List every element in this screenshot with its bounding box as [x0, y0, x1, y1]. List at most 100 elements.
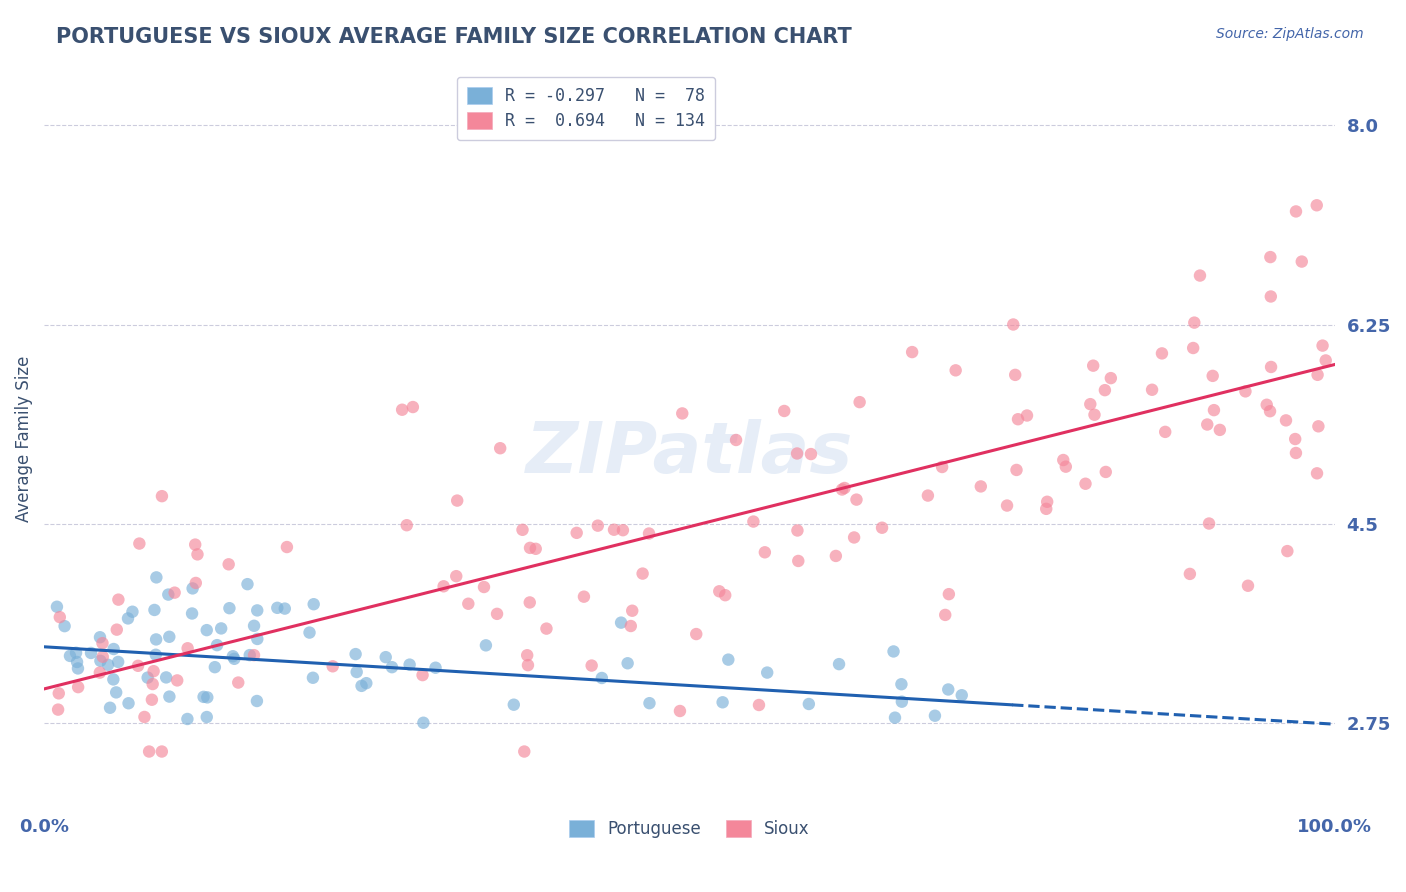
Point	[717, 652, 740, 666]
Point	[157, 690, 180, 704]
Point	[970, 479, 993, 493]
Point	[572, 590, 595, 604]
Point	[89, 665, 111, 680]
Point	[1308, 419, 1330, 434]
Point	[748, 698, 770, 712]
Text: PORTUGUESE VS SIOUX AVERAGE FAMILY SIZE CORRELATION CHART: PORTUGUESE VS SIOUX AVERAGE FAMILY SIZE …	[56, 27, 852, 46]
Point	[945, 363, 967, 377]
Point	[671, 406, 693, 420]
Point	[603, 523, 626, 537]
Point	[711, 695, 734, 709]
Point	[89, 630, 111, 644]
Point	[1291, 254, 1313, 268]
Point	[322, 659, 344, 673]
Point	[457, 597, 479, 611]
Point	[536, 622, 558, 636]
Point	[344, 647, 367, 661]
Point	[138, 745, 160, 759]
Point	[66, 655, 89, 669]
Point	[884, 711, 907, 725]
Point	[1140, 383, 1163, 397]
Point	[181, 582, 204, 596]
Point	[565, 525, 588, 540]
Point	[98, 700, 121, 714]
Point	[195, 710, 218, 724]
Point	[924, 708, 946, 723]
Point	[184, 576, 207, 591]
Point	[103, 642, 125, 657]
Point	[209, 622, 232, 636]
Point	[1284, 432, 1306, 446]
Point	[1004, 368, 1026, 382]
Point	[218, 558, 240, 572]
Point	[1237, 579, 1260, 593]
Point	[1083, 408, 1105, 422]
Point	[53, 619, 76, 633]
Point	[1083, 359, 1105, 373]
Point	[995, 499, 1018, 513]
Point	[107, 592, 129, 607]
Point	[1052, 453, 1074, 467]
Point	[610, 615, 633, 630]
Point	[298, 625, 321, 640]
Point	[136, 671, 159, 685]
Point	[66, 661, 89, 675]
Point	[155, 670, 177, 684]
Point	[950, 688, 973, 702]
Point	[127, 658, 149, 673]
Point	[591, 671, 613, 685]
Point	[1094, 465, 1116, 479]
Point	[1054, 459, 1077, 474]
Point	[302, 597, 325, 611]
Point	[1197, 417, 1219, 432]
Point	[166, 673, 188, 688]
Point	[524, 541, 547, 556]
Point	[1306, 368, 1329, 382]
Point	[685, 627, 707, 641]
Point	[193, 690, 215, 704]
Point	[128, 536, 150, 550]
Point	[773, 404, 796, 418]
Point	[163, 585, 186, 599]
Point	[1275, 413, 1298, 427]
Point	[157, 588, 180, 602]
Point	[1178, 566, 1201, 581]
Point	[831, 483, 853, 497]
Point	[931, 460, 953, 475]
Point	[276, 540, 298, 554]
Point	[502, 698, 524, 712]
Point	[1035, 501, 1057, 516]
Point	[870, 521, 893, 535]
Point	[742, 515, 765, 529]
Point	[1285, 446, 1308, 460]
Point	[224, 652, 246, 666]
Point	[142, 664, 165, 678]
Point	[145, 648, 167, 662]
Point	[842, 531, 865, 545]
Point	[513, 745, 536, 759]
Point	[1182, 341, 1205, 355]
Point	[475, 638, 498, 652]
Point	[1306, 198, 1329, 212]
Point	[398, 657, 420, 672]
Point	[143, 603, 166, 617]
Point	[246, 603, 269, 617]
Point	[117, 611, 139, 625]
Point	[1002, 318, 1025, 332]
Text: Source: ZipAtlas.com: Source: ZipAtlas.com	[1216, 27, 1364, 41]
Point	[356, 676, 378, 690]
Point	[616, 657, 638, 671]
Point	[195, 623, 218, 637]
Point	[1209, 423, 1232, 437]
Point	[1198, 516, 1220, 531]
Point	[107, 655, 129, 669]
Point	[246, 694, 269, 708]
Point	[621, 604, 644, 618]
Point	[786, 446, 808, 460]
Point	[938, 587, 960, 601]
Point	[103, 673, 125, 687]
Point	[1094, 383, 1116, 397]
Point	[1277, 544, 1299, 558]
Point	[890, 695, 912, 709]
Point	[150, 745, 173, 759]
